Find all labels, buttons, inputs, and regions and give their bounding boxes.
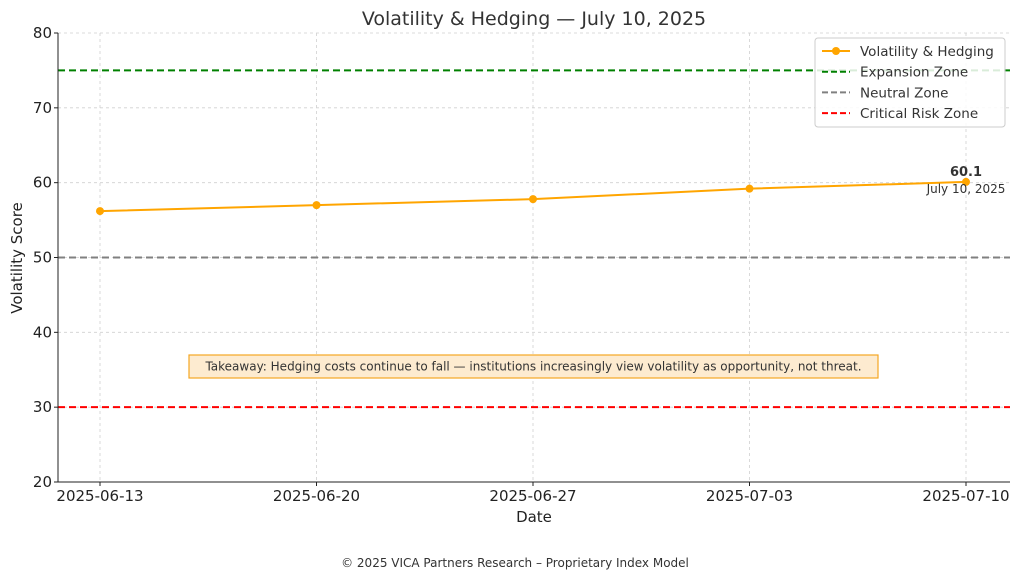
footer-text: © 2025 VICA Partners Research – Propriet… [341, 556, 689, 570]
takeaway-box: Takeaway: Hedging costs continue to fall… [188, 354, 879, 379]
legend: Volatility & Hedging Expansion Zone Neutra… [814, 37, 1006, 128]
y-tick-label: 40 [33, 323, 52, 341]
x-tick-label: 2025-06-27 [489, 487, 576, 505]
x-tick-label: 2025-06-20 [273, 487, 360, 505]
x-axis-label: Date [516, 508, 552, 526]
legend-label: Neutral Zone [860, 85, 949, 101]
x-tick-label: 2025-07-10 [922, 487, 1009, 505]
y-tick-label: 50 [33, 249, 52, 267]
chart-title: Volatility & Hedging — July 10, 2025 [362, 8, 706, 30]
data-point [745, 184, 754, 193]
data-point [529, 195, 537, 204]
series-layer [96, 177, 970, 216]
x-tick-label: 2025-07-03 [706, 487, 793, 505]
data-point [96, 207, 104, 216]
annotation-date: July 10, 2025 [926, 182, 1006, 196]
takeaway-background [188, 354, 879, 379]
legend-marker [832, 47, 840, 55]
tick-labels: 20 30 40 50 60 70 80 2025-06-13 2025-06-20 2025-0… [33, 24, 1010, 505]
data-point [962, 177, 970, 186]
legend-label: Critical Risk Zone [860, 106, 978, 122]
y-tick-label: 20 [33, 473, 52, 491]
data-point [312, 201, 321, 210]
y-tick-label: 30 [33, 398, 52, 416]
y-tick-label: 60 [33, 174, 52, 192]
annotation: 60.1 July 10, 2025 [926, 165, 1006, 196]
legend-label: Expansion Zone [860, 65, 968, 81]
y-tick-label: 70 [33, 99, 52, 117]
x-tick-label: 2025-06-13 [56, 487, 143, 505]
legend-label: Volatility & Hedging [860, 44, 994, 60]
y-tick-label: 80 [33, 24, 52, 42]
takeaway-text: Takeaway: Hedging costs continue to fall… [204, 360, 861, 374]
annotation-value: 60.1 [950, 165, 982, 180]
legend-frame [814, 37, 1006, 128]
y-axis-label: Volatility Score [8, 202, 26, 314]
